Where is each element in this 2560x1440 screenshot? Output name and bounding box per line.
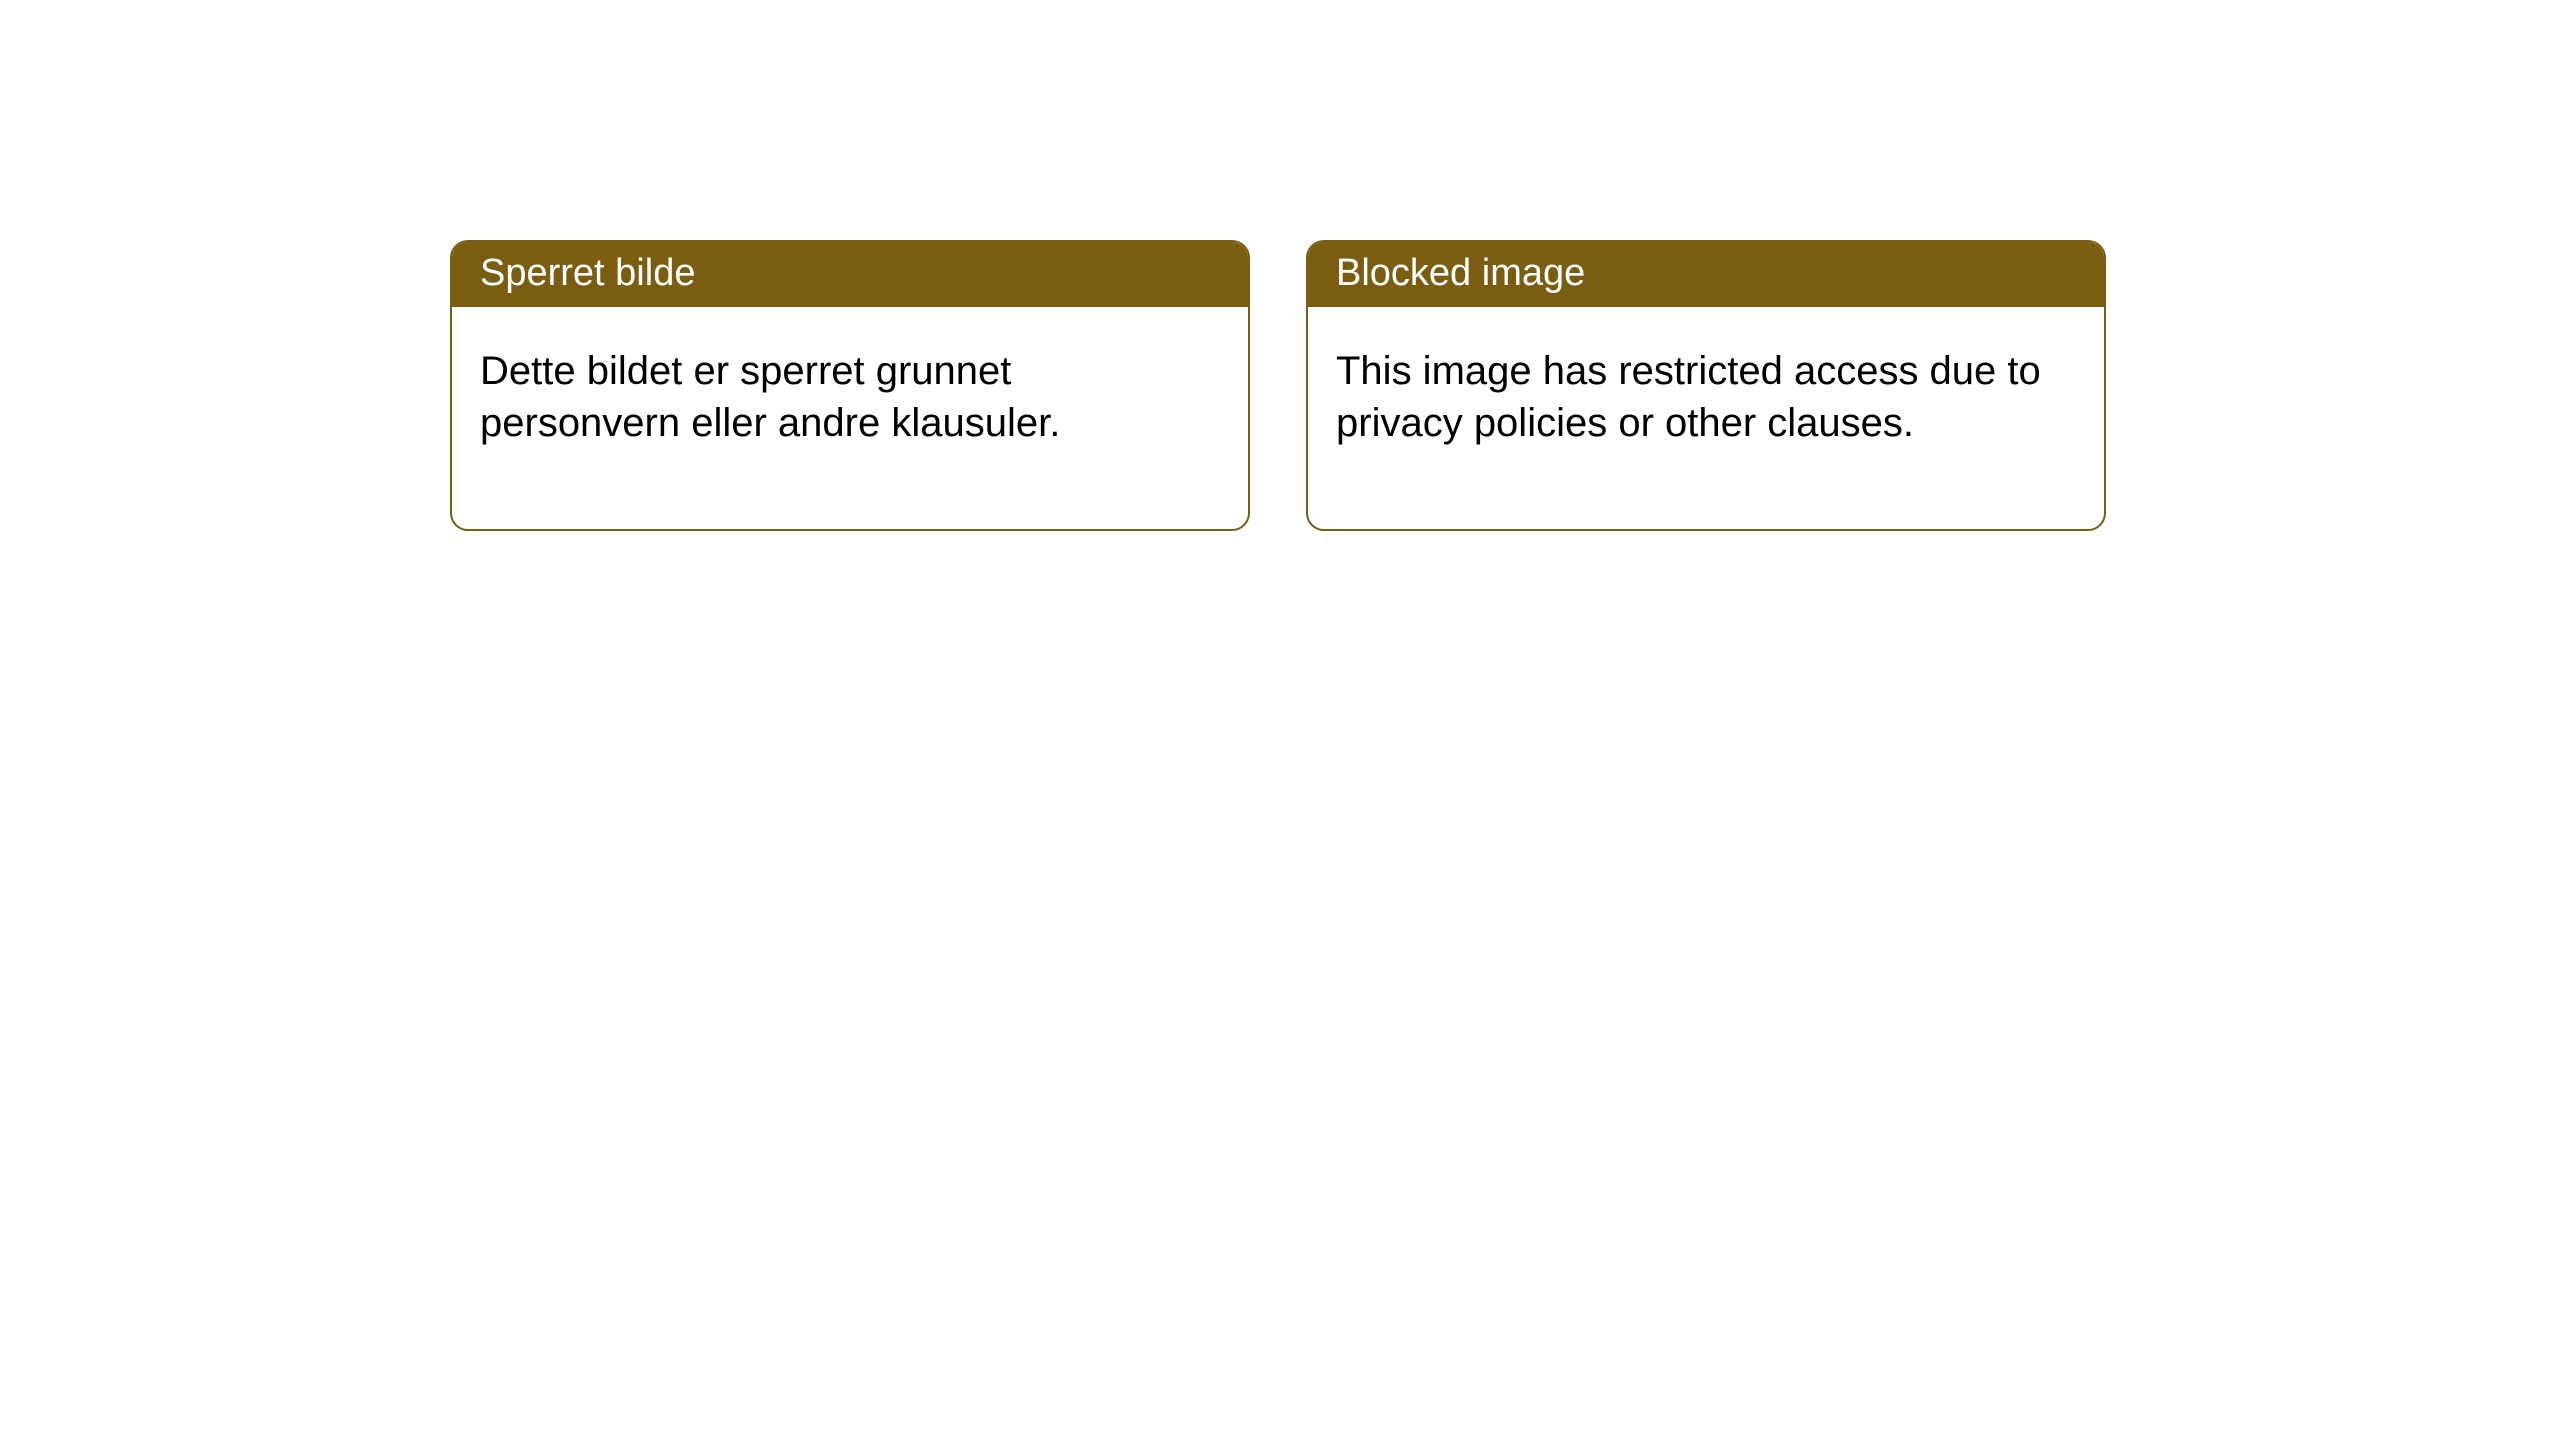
notice-container: Sperret bilde Dette bildet er sperret gr… xyxy=(450,240,2106,531)
notice-title: Sperret bilde xyxy=(452,242,1248,307)
notice-body: This image has restricted access due to … xyxy=(1308,307,2104,529)
notice-card-english: Blocked image This image has restricted … xyxy=(1306,240,2106,531)
notice-card-norwegian: Sperret bilde Dette bildet er sperret gr… xyxy=(450,240,1250,531)
notice-body: Dette bildet er sperret grunnet personve… xyxy=(452,307,1248,529)
notice-title: Blocked image xyxy=(1308,242,2104,307)
